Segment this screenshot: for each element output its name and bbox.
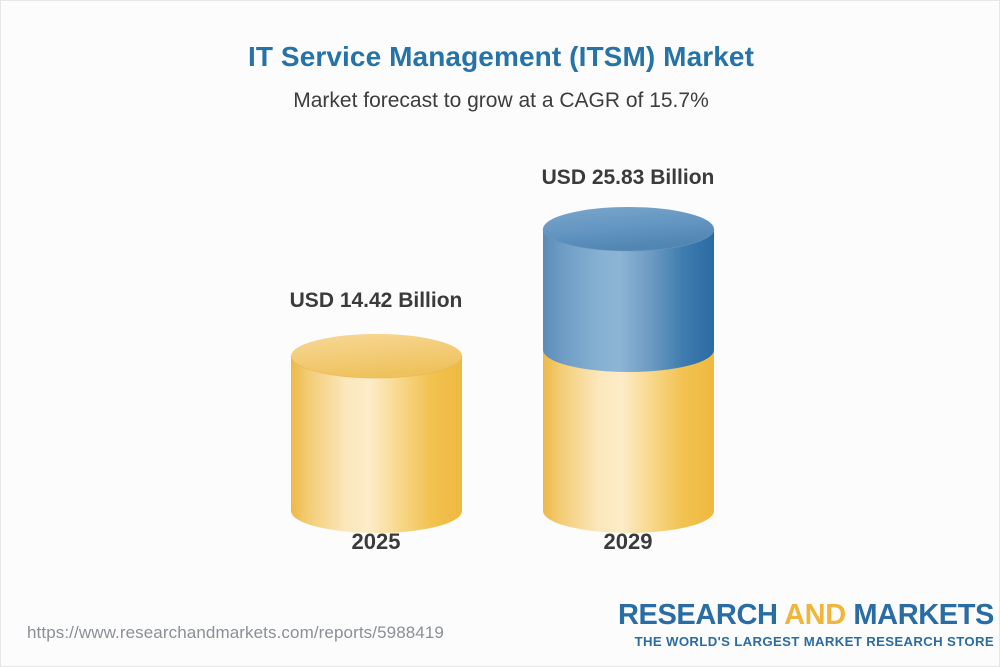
researchandmarkets-logo[interactable]: RESEARCH AND MARKETS THE WORLD'S LARGEST… [618,601,994,649]
logo-wordmark: RESEARCH AND MARKETS [618,601,994,630]
logo-tagline: THE WORLD'S LARGEST MARKET RESEARCH STOR… [634,634,994,649]
logo-word-markets: MARKETS [845,599,994,631]
cylinder-bars-graphic [284,207,721,533]
logo-word-research: RESEARCH [617,599,785,631]
page-subtitle: Market forecast to grow at a CAGR of 15.… [293,89,709,112]
logo-word-and: AND [784,599,846,631]
page-title: IT Service Management (ITSM) Market [247,41,755,72]
value-label-2025: USD 14.42 Billion [289,289,463,312]
value-label-2029: USD 25.83 Billion [541,166,715,189]
report-url[interactable]: https://www.researchandmarkets.com/repor… [27,623,444,642]
chart-plot-area: USD 14.42 Billion USD 25.83 Billion 2025… [1,1,999,601]
category-label-2029: 2029 [603,529,653,554]
category-label-2025: 2025 [351,529,401,554]
